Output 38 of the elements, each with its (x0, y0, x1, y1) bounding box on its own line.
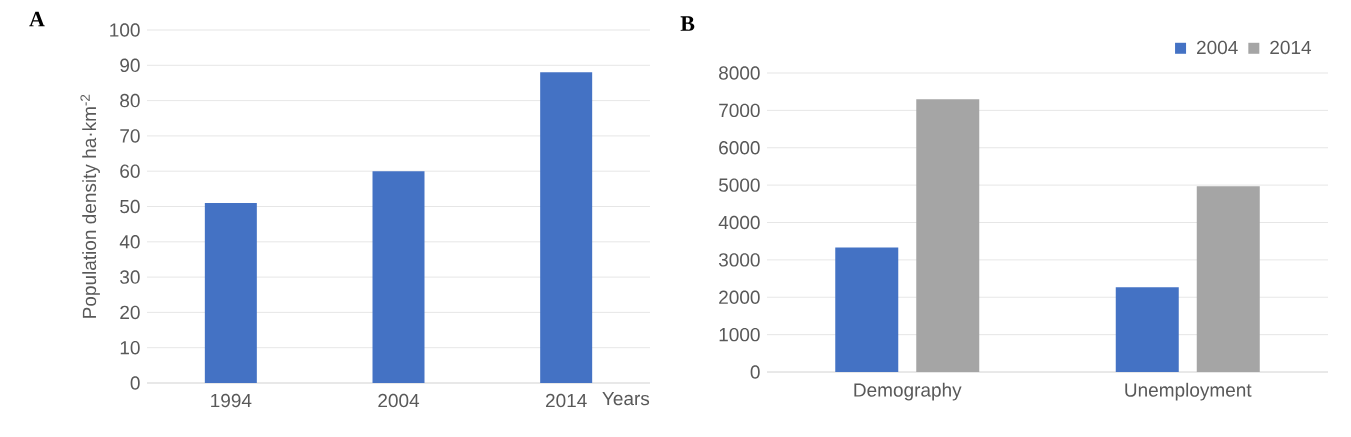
y-axis-title: Population density ha·km$^{-2}$ (80, 94, 100, 318)
y-tick-label: 20 (120, 305, 140, 320)
y-tick-label: 7000 (719, 103, 760, 118)
chart-title: B (680, 16, 695, 31)
x-tick-label: Unemployment (1125, 382, 1252, 401)
y-tick-label: 70 (120, 129, 140, 143)
y-tick-label: 3000 (718, 253, 760, 267)
y-tick-label: 30 (120, 270, 140, 284)
bar (1196, 186, 1260, 372)
y-tick-label: 40 (119, 235, 140, 249)
y-tick-label: 6000 (719, 141, 760, 155)
x-tick-label: 1994 (211, 393, 252, 408)
y-tick-label: 8000 (719, 66, 760, 80)
legend-label: 2004 (1197, 40, 1238, 55)
y-tick-label: 10 (120, 340, 140, 355)
y-tick-label: 0 (750, 365, 760, 379)
y-tick-label: 100 (110, 23, 140, 37)
y-tick-label: 5000 (718, 178, 760, 192)
bar (1115, 287, 1179, 372)
y-tick-label: 2000 (719, 290, 760, 304)
bar (204, 202, 257, 383)
x-tick-label: 2014 (546, 393, 587, 408)
bar (916, 99, 980, 372)
bar (372, 171, 425, 383)
chart-title: A (29, 11, 45, 27)
y-tick-label: 4000 (718, 215, 760, 230)
y-tick-label: 60 (120, 164, 140, 178)
x-tick-label: 2004 (378, 393, 420, 408)
y-tick-label: 50 (120, 199, 140, 214)
x-tick-label: Demography (854, 382, 962, 401)
x-axis-title: Years (602, 392, 650, 406)
bar (835, 247, 899, 372)
y-tick-label: 0 (130, 376, 140, 390)
legend-label: 2014 (1270, 40, 1312, 55)
y-tick-label: 90 (120, 58, 140, 73)
bar (540, 72, 593, 383)
y-tick-label: 80 (120, 93, 140, 108)
y-tick-label: 1000 (719, 327, 760, 342)
